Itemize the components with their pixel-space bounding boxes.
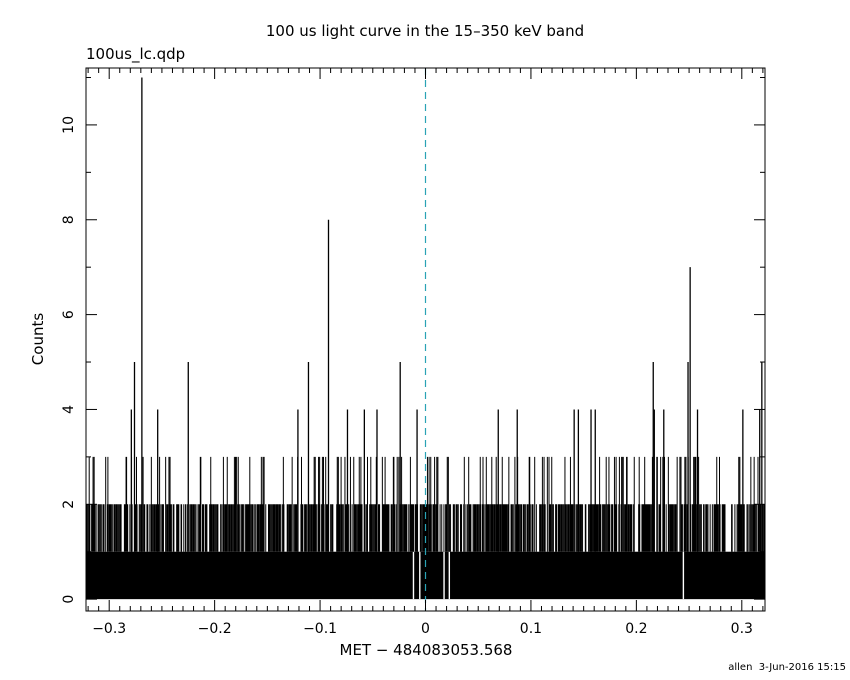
empty-bin-4 xyxy=(682,551,685,600)
x-tick-label: 0 xyxy=(421,621,430,637)
y-tick-label: 4 xyxy=(61,405,77,414)
axis-layer: −0.3 −0.2 −0.1 0 0.1 0.2 0.3 0 2 4 6 8 10 xyxy=(61,67,766,637)
footer-date: 3-Jun-2016 15:15 xyxy=(758,662,846,673)
empty-bin-3 xyxy=(448,551,451,600)
data-layer xyxy=(86,68,765,611)
file-label: 100us_lc.qdp xyxy=(86,45,186,63)
empty-bin-0 xyxy=(412,551,415,600)
y-tick-label: 0 xyxy=(61,595,77,604)
y-tick-label: 8 xyxy=(61,215,77,224)
y-tick-label: 6 xyxy=(61,310,77,319)
y-axis-label: Counts xyxy=(29,313,47,366)
x-tick-label: 0.1 xyxy=(520,621,542,637)
x-axis-label: MET − 484083053.568 xyxy=(339,641,513,659)
x-tick-label: −0.2 xyxy=(198,621,232,637)
x-tick-label: −0.3 xyxy=(92,621,126,637)
footer-stamp: allen 3-Jun-2016 15:15 xyxy=(728,662,846,673)
x-tick-label: 0.2 xyxy=(625,621,647,637)
footer-user: allen xyxy=(728,662,753,673)
y-tick-label: 2 xyxy=(61,500,77,509)
empty-bin-2 xyxy=(443,551,445,600)
chart-title: 100 us light curve in the 15–350 keV ban… xyxy=(265,22,585,40)
noise-spikes xyxy=(86,456,765,552)
x-tick-label: −0.1 xyxy=(303,621,337,637)
empty-bin-1 xyxy=(419,551,421,600)
x-tick-label: 0.3 xyxy=(731,621,753,637)
y-tick-label: 10 xyxy=(61,116,77,134)
